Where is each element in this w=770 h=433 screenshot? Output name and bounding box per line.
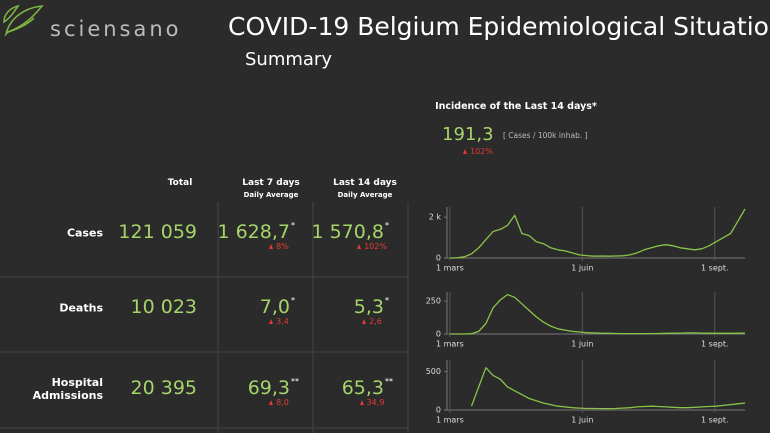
x-tick-label: 1 mars [436, 264, 464, 273]
incidence-change: 102% [438, 147, 518, 156]
average-note: ** [385, 377, 393, 386]
change-value: 8,0 [276, 398, 289, 407]
average-value: 65,3 [341, 377, 384, 399]
average-change: 34,9 [332, 398, 412, 407]
column-subtitle: Daily Average [243, 191, 299, 199]
y-tick-label: 0 [436, 330, 441, 339]
average-note: * [385, 221, 389, 230]
average-note: * [291, 296, 295, 305]
logo-icon [3, 4, 44, 37]
average-value: 69,3 [247, 377, 290, 399]
x-tick-label: 1 sept. [701, 416, 728, 425]
up-arrow [362, 319, 367, 324]
average-note: * [385, 296, 389, 305]
average-change: 8,0 [239, 398, 319, 407]
total-value: 10 023 [130, 296, 197, 318]
average-change: 2,6 [332, 317, 412, 326]
y-tick-label: 0 [436, 254, 441, 263]
column-subtitle: Daily Average [337, 191, 393, 199]
average-note: ** [291, 377, 299, 386]
row-label: Cases [66, 226, 103, 240]
data-line [449, 293, 746, 335]
logo-text: sciensano [50, 17, 182, 41]
incidence-unit: [ Cases / 100k inhab. ] [503, 131, 588, 140]
total-value: 20 395 [130, 377, 197, 399]
up-arrow [269, 400, 274, 405]
average-value: 7,0 [259, 296, 290, 318]
x-tick-label: 1 juin [571, 340, 593, 349]
x-tick-label: 1 sept. [701, 264, 728, 273]
y-tick-label: 2 k [429, 213, 442, 222]
incidence-value: 191,3 [442, 124, 494, 145]
column-title: Last 7 days [242, 178, 300, 188]
up-arrow [269, 319, 274, 324]
up-arrow [463, 149, 468, 154]
change-value: 2,6 [369, 317, 382, 326]
x-tick-label: 1 mars [436, 340, 464, 349]
x-tick-label: 1 mars [436, 416, 464, 425]
x-tick-label: 1 juin [571, 416, 593, 425]
change-value: 34,9 [366, 398, 385, 407]
data-line [470, 367, 746, 410]
column-title: Total [167, 178, 193, 188]
row-label: Hospital Admissions [32, 376, 103, 402]
y-tick-label: 500 [426, 367, 441, 376]
change-value: 3,4 [276, 317, 289, 326]
title: COVID-19 Belgium Epidemiological Situati… [228, 12, 770, 41]
y-tick-label: 0 [436, 406, 441, 415]
change-value: 102% [470, 147, 493, 156]
incidence-title: Incidence of the Last 14 days* [435, 101, 597, 112]
up-arrow [269, 244, 274, 249]
subtitle: Summary [245, 49, 332, 70]
x-tick-label: 1 sept. [701, 340, 728, 349]
total-value: 121 059 [118, 221, 197, 243]
average-value: 5,3 [353, 296, 384, 318]
up-arrow [359, 400, 364, 405]
average-change: 102% [332, 242, 412, 251]
average-change: 3,4 [239, 317, 319, 326]
average-change: 8% [239, 242, 319, 251]
up-arrow [357, 244, 362, 249]
y-tick-label: 250 [426, 297, 441, 306]
average-note: * [291, 221, 295, 230]
x-tick-label: 1 juin [571, 264, 593, 273]
change-value: 102% [364, 242, 387, 251]
average-value: 1 628,7 [217, 221, 290, 243]
row-label: Deaths [59, 301, 103, 315]
average-value: 1 570,8 [311, 221, 384, 243]
column-title: Last 14 days [333, 178, 397, 188]
change-value: 8% [276, 242, 289, 251]
data-line [449, 208, 746, 259]
